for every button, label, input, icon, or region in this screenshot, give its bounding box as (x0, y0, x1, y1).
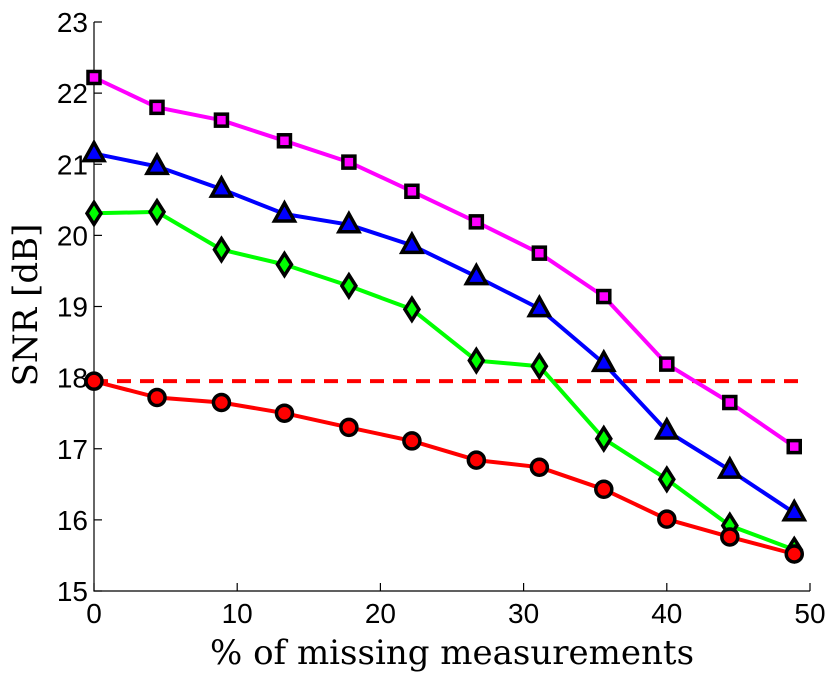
series-diamond (84, 197, 804, 565)
data-point (467, 346, 486, 375)
data-point (275, 250, 294, 279)
data-point (149, 99, 165, 116)
data-point (144, 151, 170, 176)
data-point (466, 450, 487, 470)
data-point (463, 262, 490, 286)
data-point (781, 498, 808, 522)
y-tick-label: 20 (57, 220, 88, 251)
series-layer (81, 69, 808, 565)
y-tick-label: 18 (57, 363, 88, 394)
data-point (274, 403, 295, 423)
y-tick-label: 21 (57, 149, 88, 180)
series-circle (84, 371, 804, 564)
data-point (86, 69, 102, 86)
data-point (529, 457, 550, 477)
data-point (531, 245, 548, 261)
x-tick-label: 20 (365, 598, 396, 629)
data-point (81, 138, 107, 163)
data-point (335, 210, 362, 234)
data-point (786, 438, 802, 455)
y-tick-label: 23 (57, 7, 88, 38)
data-point (212, 235, 231, 264)
data-point (722, 394, 738, 411)
x-axis-label: % of missing measurements (210, 633, 694, 673)
series-line (93, 209, 795, 552)
data-point (341, 154, 357, 170)
data-point (526, 294, 553, 318)
data-point (84, 199, 104, 228)
x-axis: 0 10 20 30 40 50 (86, 583, 826, 629)
data-point (468, 214, 485, 230)
data-point (398, 230, 425, 255)
y-tick-label: 19 (57, 292, 88, 323)
y-tick-label: 22 (57, 78, 88, 109)
data-point (784, 544, 804, 564)
data-point (271, 199, 298, 223)
data-point (590, 348, 617, 373)
x-tick-label: 40 (651, 598, 682, 629)
data-point (530, 351, 549, 381)
data-point (84, 371, 104, 391)
data-point (653, 416, 680, 440)
x-tick-label: 0 (86, 598, 102, 629)
data-point (594, 424, 613, 454)
data-point (720, 527, 740, 547)
y-tick-label: 16 (57, 505, 88, 536)
x-tick-label: 10 (222, 598, 253, 629)
data-point (276, 133, 293, 149)
data-point (147, 387, 167, 408)
data-point (213, 112, 230, 128)
data-point (716, 455, 743, 479)
y-axis: 15 16 17 18 19 20 21 22 23 (57, 7, 102, 607)
data-point (657, 465, 676, 494)
series-line (93, 75, 796, 449)
series-square (86, 69, 802, 455)
data-point (147, 197, 167, 227)
y-tick-label: 15 (57, 576, 88, 607)
series-triangle (81, 138, 808, 522)
data-point (211, 392, 232, 413)
y-axis-label: SNR [dB] (6, 224, 46, 387)
data-point (208, 174, 235, 198)
data-point (404, 183, 420, 200)
data-point (402, 295, 421, 324)
series-line (93, 379, 795, 556)
data-point (657, 509, 677, 529)
x-tick-label: 30 (508, 598, 539, 629)
data-point (402, 431, 422, 451)
data-point (594, 479, 614, 500)
data-point (596, 288, 612, 305)
data-point (339, 417, 359, 438)
data-point (339, 271, 358, 301)
y-tick-label: 17 (57, 434, 88, 465)
data-point (659, 356, 675, 372)
x-tick-label: 50 (794, 598, 825, 629)
